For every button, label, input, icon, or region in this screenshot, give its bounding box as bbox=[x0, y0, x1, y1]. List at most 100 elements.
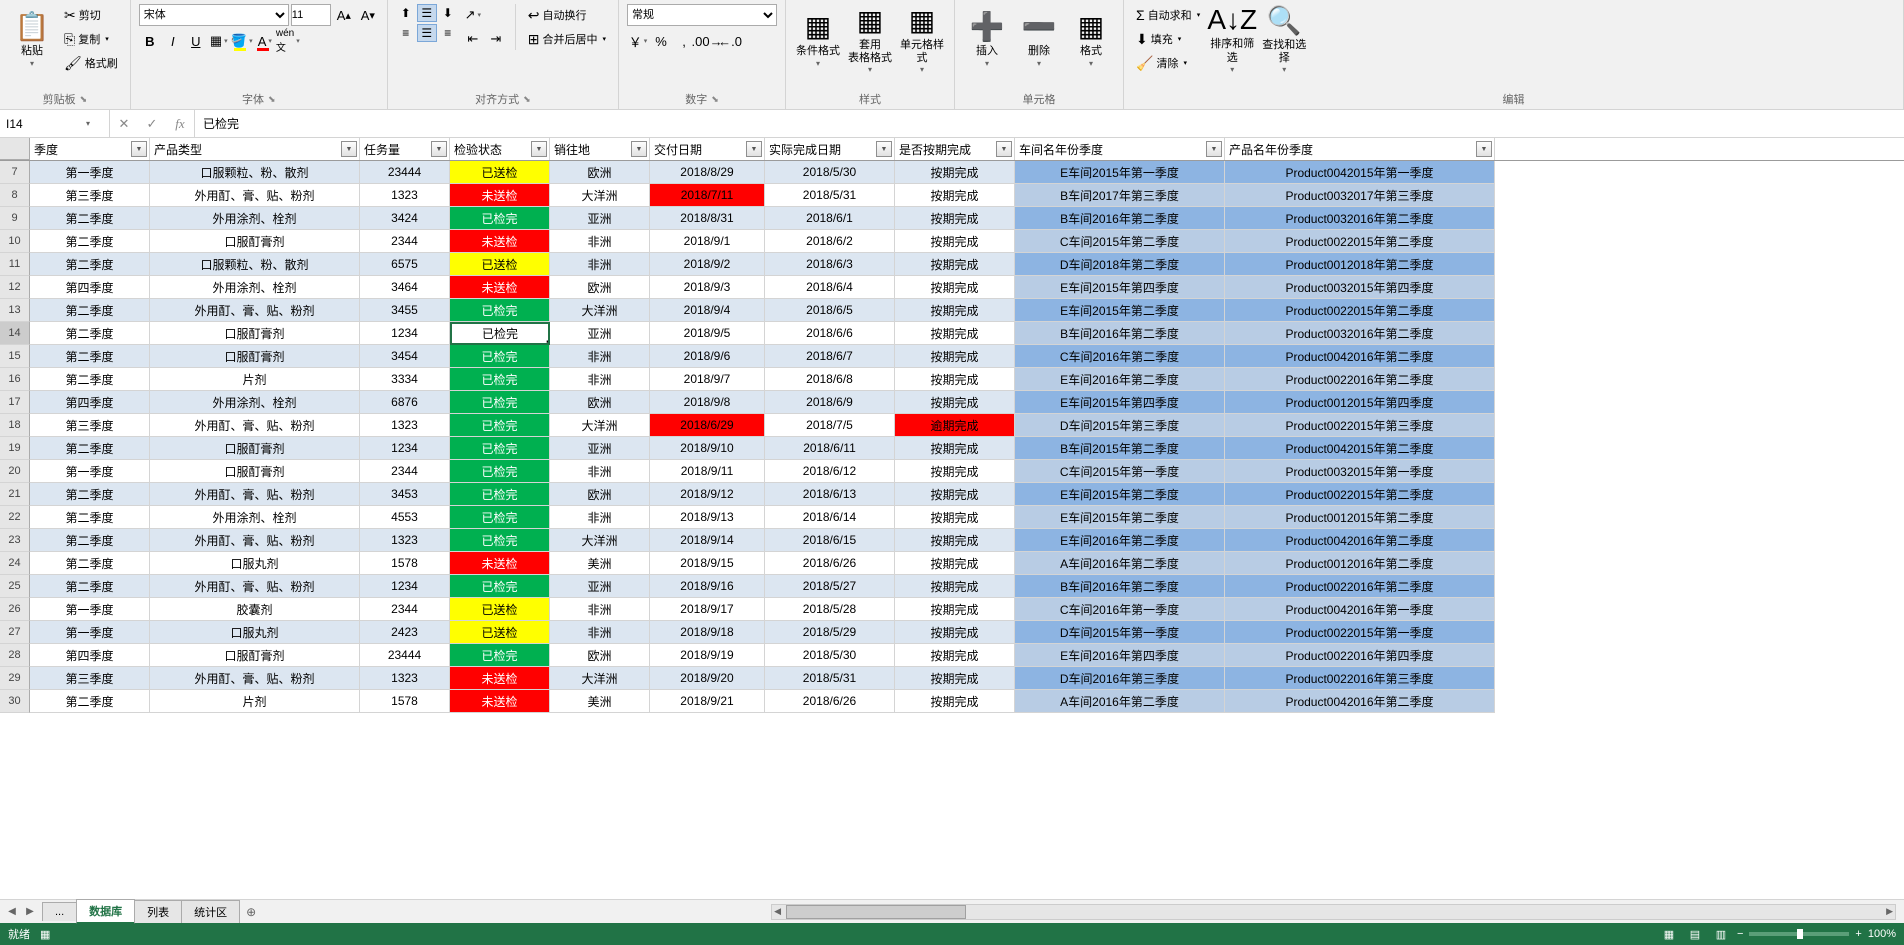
cell[interactable]: 2018/5/30 bbox=[765, 161, 895, 184]
cell[interactable]: 第二季度 bbox=[30, 230, 150, 253]
cell[interactable]: 2344 bbox=[360, 598, 450, 621]
tab-list[interactable]: 列表 bbox=[134, 900, 182, 923]
cell[interactable]: 非洲 bbox=[550, 621, 650, 644]
cell[interactable]: 欧洲 bbox=[550, 483, 650, 506]
cell[interactable]: 口服颗粒、粉、散剂 bbox=[150, 253, 360, 276]
cell[interactable]: 2018/6/26 bbox=[765, 690, 895, 713]
align-bottom[interactable]: ⬇ bbox=[438, 4, 458, 22]
cell[interactable]: 按期完成 bbox=[895, 552, 1015, 575]
cell[interactable]: 第二季度 bbox=[30, 345, 150, 368]
font-size-input[interactable] bbox=[291, 4, 331, 26]
cell[interactable]: 外用酊、膏、贴、粉剂 bbox=[150, 414, 360, 437]
merge-button[interactable]: ⊞合并后居中▾ bbox=[524, 28, 610, 50]
cell[interactable]: 3453 bbox=[360, 483, 450, 506]
cell[interactable]: 第二季度 bbox=[30, 322, 150, 345]
cell[interactable]: 非洲 bbox=[550, 253, 650, 276]
cell[interactable]: 大洋洲 bbox=[550, 184, 650, 207]
cell[interactable]: 2018/9/14 bbox=[650, 529, 765, 552]
align-right[interactable]: ≡ bbox=[438, 24, 458, 42]
cell[interactable]: 非洲 bbox=[550, 230, 650, 253]
cell[interactable]: 2018/9/5 bbox=[650, 322, 765, 345]
row-header[interactable]: 21 bbox=[0, 483, 30, 506]
cell[interactable]: 2018/6/8 bbox=[765, 368, 895, 391]
cell[interactable]: 美洲 bbox=[550, 552, 650, 575]
cell[interactable]: 2018/9/1 bbox=[650, 230, 765, 253]
zoom-out[interactable]: − bbox=[1737, 928, 1743, 940]
cell[interactable]: B车间2017年第三季度 bbox=[1015, 184, 1225, 207]
cell[interactable]: 欧洲 bbox=[550, 644, 650, 667]
align-middle[interactable]: ☰ bbox=[417, 4, 437, 22]
cell[interactable]: B车间2015年第二季度 bbox=[1015, 437, 1225, 460]
cell[interactable]: 已检完 bbox=[450, 529, 550, 552]
cell[interactable]: 第二季度 bbox=[30, 690, 150, 713]
cell[interactable]: 大洋洲 bbox=[550, 414, 650, 437]
cell[interactable]: Product0032017年第三季度 bbox=[1225, 184, 1495, 207]
cell[interactable]: 已检完 bbox=[450, 437, 550, 460]
cell[interactable]: E车间2015年第二季度 bbox=[1015, 506, 1225, 529]
cell[interactable]: 1234 bbox=[360, 437, 450, 460]
align-left[interactable]: ≡ bbox=[396, 24, 416, 42]
filter-dropdown-icon[interactable]: ▼ bbox=[1476, 141, 1492, 157]
cell[interactable]: 非洲 bbox=[550, 368, 650, 391]
cell[interactable]: 2018/9/19 bbox=[650, 644, 765, 667]
cell[interactable]: Product0042015年第一季度 bbox=[1225, 161, 1495, 184]
underline-button[interactable]: U bbox=[185, 30, 207, 52]
cell[interactable]: 按期完成 bbox=[895, 460, 1015, 483]
cell[interactable]: 已检完 bbox=[450, 345, 550, 368]
cell[interactable]: 已送检 bbox=[450, 161, 550, 184]
cell[interactable]: Product0022015年第二季度 bbox=[1225, 299, 1495, 322]
cell[interactable]: 已检完 bbox=[450, 644, 550, 667]
cell[interactable]: Product0012015年第四季度 bbox=[1225, 391, 1495, 414]
tab-ellipsis[interactable]: ... bbox=[42, 902, 77, 921]
cell[interactable]: Product0032016年第二季度 bbox=[1225, 207, 1495, 230]
column-header-7[interactable]: 是否按期完成▼ bbox=[895, 138, 1015, 160]
clear-button[interactable]: 🧹清除▾ bbox=[1132, 52, 1204, 74]
cell[interactable]: 2018/6/29 bbox=[650, 414, 765, 437]
cell[interactable]: 未送检 bbox=[450, 667, 550, 690]
align-center[interactable]: ☰ bbox=[417, 24, 437, 42]
cell[interactable]: 2018/9/6 bbox=[650, 345, 765, 368]
cell[interactable]: 按期完成 bbox=[895, 207, 1015, 230]
add-sheet-button[interactable]: ⊕ bbox=[239, 905, 263, 919]
cell[interactable]: 按期完成 bbox=[895, 667, 1015, 690]
cell[interactable]: 非洲 bbox=[550, 506, 650, 529]
cell[interactable]: 欧洲 bbox=[550, 276, 650, 299]
row-header[interactable]: 27 bbox=[0, 621, 30, 644]
cell[interactable]: 第四季度 bbox=[30, 644, 150, 667]
cell[interactable]: 已检完 bbox=[450, 575, 550, 598]
cell[interactable]: 已检完 bbox=[450, 506, 550, 529]
row-header[interactable]: 30 bbox=[0, 690, 30, 713]
cell[interactable]: 口服酊膏剂 bbox=[150, 437, 360, 460]
cell[interactable]: 2018/6/11 bbox=[765, 437, 895, 460]
font-launcher[interactable]: ⬊ bbox=[268, 94, 276, 105]
column-header-3[interactable]: 检验状态▼ bbox=[450, 138, 550, 160]
sort-button[interactable]: A↓Z排序和筛选▾ bbox=[1208, 4, 1256, 74]
cell[interactable]: 片剂 bbox=[150, 368, 360, 391]
cell[interactable]: 按期完成 bbox=[895, 598, 1015, 621]
increase-font-button[interactable]: A▴ bbox=[333, 4, 355, 26]
cell[interactable]: 按期完成 bbox=[895, 506, 1015, 529]
cell[interactable]: Product0022016年第二季度 bbox=[1225, 368, 1495, 391]
cell[interactable]: 按期完成 bbox=[895, 437, 1015, 460]
column-header-8[interactable]: 车间名年份季度▼ bbox=[1015, 138, 1225, 160]
scroll-thumb[interactable] bbox=[786, 905, 966, 919]
cell[interactable]: 6575 bbox=[360, 253, 450, 276]
brush-button[interactable]: 🖌格式刷 bbox=[60, 52, 122, 74]
cell[interactable]: 2018/8/29 bbox=[650, 161, 765, 184]
column-header-9[interactable]: 产品名年份季度▼ bbox=[1225, 138, 1495, 160]
cell[interactable]: Product0022016年第三季度 bbox=[1225, 667, 1495, 690]
cell[interactable]: 已检完 bbox=[450, 391, 550, 414]
cell[interactable]: 第三季度 bbox=[30, 667, 150, 690]
row-header[interactable]: 29 bbox=[0, 667, 30, 690]
cell[interactable]: 第二季度 bbox=[30, 253, 150, 276]
row-header[interactable]: 13 bbox=[0, 299, 30, 322]
cell[interactable]: 1323 bbox=[360, 184, 450, 207]
cell[interactable]: 第二季度 bbox=[30, 437, 150, 460]
row-header[interactable]: 8 bbox=[0, 184, 30, 207]
cell[interactable]: A车间2016年第二季度 bbox=[1015, 552, 1225, 575]
cell[interactable]: 3334 bbox=[360, 368, 450, 391]
cell[interactable]: Product0022016年第二季度 bbox=[1225, 575, 1495, 598]
cell[interactable]: 3424 bbox=[360, 207, 450, 230]
cell[interactable]: 6876 bbox=[360, 391, 450, 414]
cell[interactable]: D车间2015年第一季度 bbox=[1015, 621, 1225, 644]
